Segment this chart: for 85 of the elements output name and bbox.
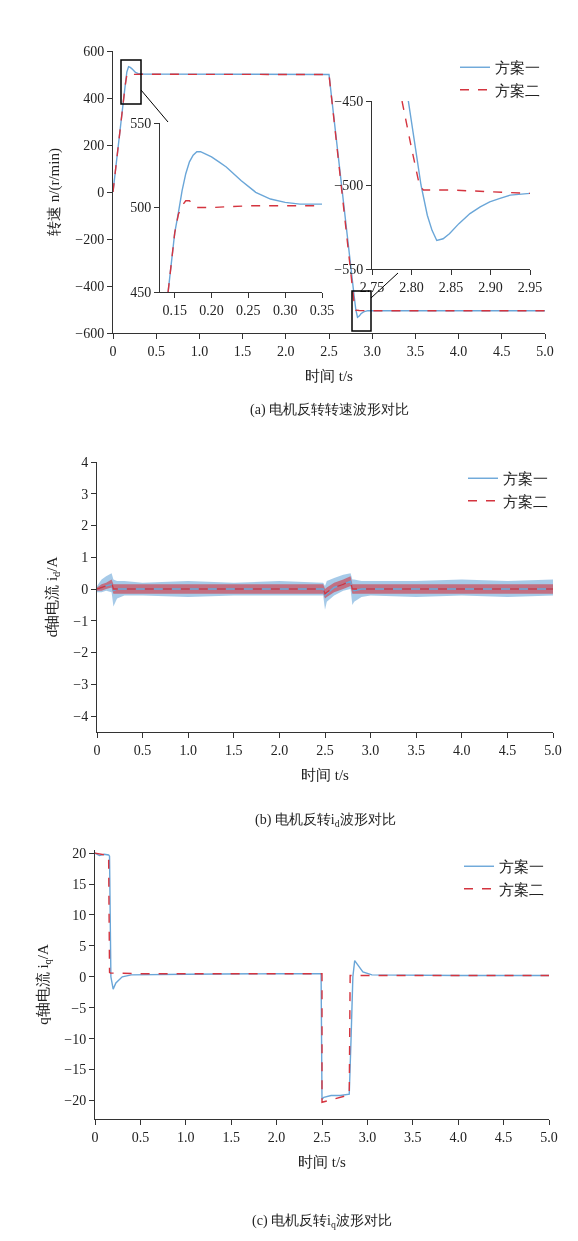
x-tick-label: 4.0: [449, 1129, 467, 1145]
x-tick-label: 2.5: [316, 742, 334, 758]
legend-label: 方案一: [499, 859, 544, 876]
y-tick-label: −5: [71, 1000, 87, 1016]
x-tick-label: 0.30: [272, 302, 298, 318]
y-tick-label: 3: [81, 486, 89, 502]
x-tick-label: 0.25: [236, 302, 261, 318]
y-tick-label: 0: [81, 581, 89, 597]
x-tick-label: 3.5: [404, 1129, 422, 1145]
y-tick-label: 4: [81, 454, 89, 470]
y-tick-label: 0: [79, 969, 87, 985]
line-series: [407, 101, 530, 242]
y-tick-label: 550: [130, 115, 152, 131]
y-tick-label: 20: [72, 845, 87, 861]
x-tick-label: 1.0: [177, 1129, 195, 1145]
x-axis-title: 时间 t/s: [305, 367, 354, 384]
legend-label: 方案一: [503, 471, 548, 488]
x-tick-label: 4.0: [453, 742, 471, 758]
y-tick-label: 5: [79, 938, 87, 954]
y-tick-label: −4: [73, 709, 89, 725]
x-tick-label: 3.5: [407, 742, 425, 758]
x-tick-label: 0.15: [162, 302, 187, 318]
x-tick-label: 4.0: [449, 343, 468, 359]
x-tick-label: 0.5: [131, 1129, 150, 1145]
y-tick-label: −450: [334, 93, 364, 109]
legend-label: 方案二: [503, 493, 548, 510]
y-tick-label: −3: [73, 677, 89, 693]
y-tick-label: 15: [72, 876, 87, 892]
x-axis-title: 时间 t/s: [301, 766, 350, 783]
x-tick-label: 1.0: [190, 343, 209, 359]
y-tick-label: −15: [64, 1062, 87, 1078]
y-tick-label: 400: [83, 90, 105, 106]
x-tick-label: 4.5: [493, 343, 511, 359]
x-tick-label: 2.80: [399, 279, 424, 295]
x-tick-label: 2.5: [320, 343, 338, 359]
y-tick-label: 500: [130, 200, 152, 216]
x-tick-label: 0.5: [147, 343, 165, 359]
x-tick-label: 4.5: [498, 742, 517, 758]
x-tick-label: 0.5: [133, 742, 152, 758]
y-tick-label: 1: [81, 550, 89, 566]
y-axis-title: 转速 n/(r/min): [45, 148, 63, 236]
x-tick-label: 3.0: [361, 742, 380, 758]
x-tick-label: 1.5: [233, 343, 252, 359]
y-tick-label: −20: [64, 1093, 87, 1109]
text: (c) 电机反转i$_{q}$波形对比: [252, 1213, 392, 1230]
x-tick-label: 1.0: [179, 742, 197, 758]
text: (b) 电机反转i$_{d}$波形对比: [255, 812, 396, 829]
y-tick-label: −400: [75, 278, 105, 294]
x-tick-label: 2.0: [277, 343, 295, 359]
x-tick-label: 3.5: [406, 343, 425, 359]
x-tick-label: 1.5: [225, 742, 243, 758]
legend-label: 方案二: [499, 881, 544, 898]
x-tick-label: 3.0: [358, 1129, 377, 1145]
x-tick-label: 0.20: [199, 302, 224, 318]
text: (a) 电机反转转速波形对比: [250, 402, 410, 418]
x-tick-label: 5.0: [540, 1129, 558, 1145]
x-tick-label: 3.0: [363, 343, 381, 359]
x-tick-label: 2.5: [313, 1129, 331, 1145]
x-tick-label: 0: [109, 343, 117, 359]
x-axis-title: 时间 t/s: [298, 1153, 347, 1170]
y-tick-label: 10: [72, 907, 87, 923]
y-tick-label: 600: [83, 43, 105, 59]
x-tick-label: 2.85: [438, 279, 464, 295]
x-tick-label: 2.90: [478, 279, 503, 295]
x-tick-label: 2.0: [267, 1129, 286, 1145]
x-tick-label: 5.0: [536, 343, 554, 359]
line-series: [401, 101, 530, 195]
y-tick-label: 0: [97, 184, 105, 200]
x-tick-label: 0.35: [309, 302, 335, 318]
x-tick-label: 2.95: [517, 279, 543, 295]
x-tick-label: 1.5: [222, 1129, 240, 1145]
y-tick-label: −2: [73, 645, 89, 661]
x-tick-label: 5.0: [544, 742, 562, 758]
y-tick-label: 450: [130, 284, 152, 300]
y-tick-label: 200: [83, 137, 105, 153]
y-tick-label: −600: [75, 325, 105, 341]
y-tick-label: −550: [334, 261, 364, 277]
y-tick-label: −10: [64, 1031, 87, 1047]
legend-label: 方案二: [495, 82, 540, 99]
y-tick-label: −200: [75, 231, 105, 247]
y-tick-label: 2: [81, 518, 89, 534]
legend-label: 方案一: [495, 60, 540, 77]
x-tick-label: 4.5: [494, 1129, 513, 1145]
x-tick-label: 2.0: [270, 742, 289, 758]
y-tick-label: −1: [73, 613, 89, 629]
